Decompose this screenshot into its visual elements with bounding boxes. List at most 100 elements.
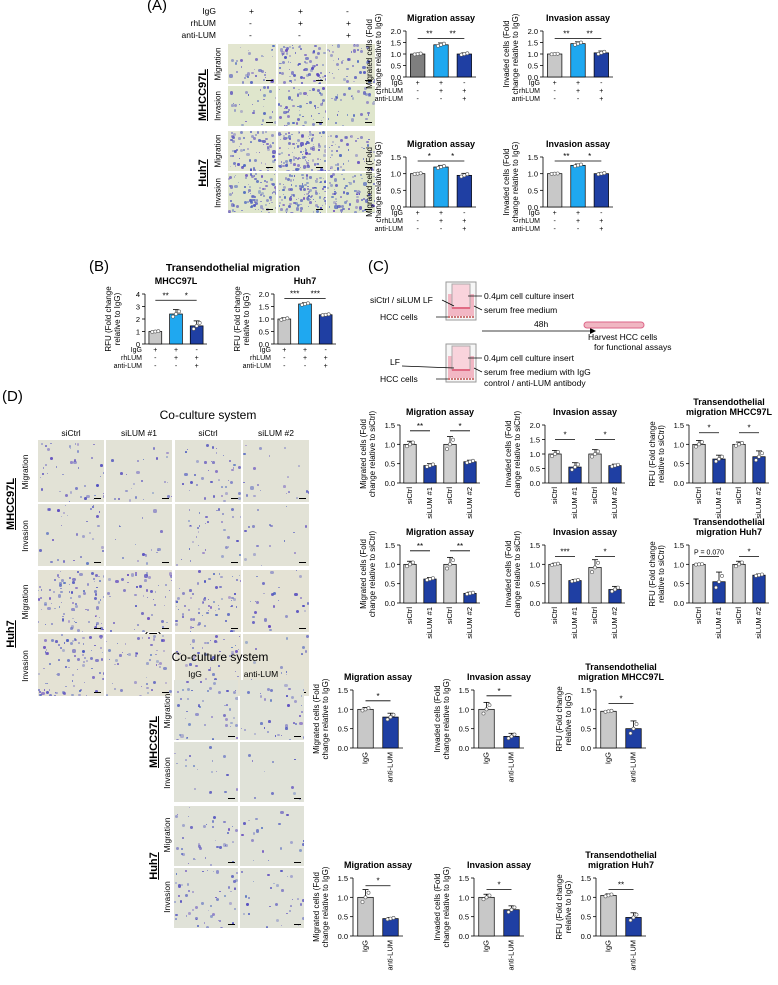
insert-top [451,283,471,309]
y-tick-label: 0.5 [530,465,540,474]
bar [410,173,426,208]
data-point [451,558,455,563]
bar [588,453,602,484]
col-header: siLUM #1 [121,428,157,438]
data-point [573,465,577,469]
data-point [418,171,423,176]
micrograph [228,131,276,171]
micrograph [278,173,326,213]
data-point [606,709,611,714]
y-tick-label: 1.5 [391,153,401,162]
data-point [391,712,396,717]
y-tick-label: 1.5 [581,686,591,695]
x-tick-label: siCtrl [405,607,414,624]
condition-sign: + [324,355,328,362]
significance-label: * [603,431,606,440]
significance-label: * [747,548,750,557]
data-point [603,709,608,714]
data-point [700,562,704,567]
micrograph [327,173,375,213]
data-point [740,441,744,445]
significance-label: * [603,548,606,557]
significance-label: * [451,152,454,161]
data-point [150,329,155,334]
bar [403,443,417,484]
x-tick-label: IgG [482,940,491,952]
data-point [550,563,554,567]
y-tick-label: 1 [136,328,140,337]
data-point [405,564,409,569]
data-point [300,302,304,307]
significance-label: ** [426,29,432,38]
subrow-label: Invasion [20,520,30,552]
chart-title: migration MHCC97L [578,672,665,682]
significance-label: * [185,291,188,300]
significance-label: * [707,424,710,433]
data-point [487,703,492,708]
schematic-label: Harvest HCC cells [588,332,657,342]
panel-label-c: (C) [368,258,389,275]
data-point [590,570,594,574]
condition-sign: + [439,210,443,217]
y-axis-label: RFU (Fold change [555,874,564,940]
x-tick-label: siCtrl [694,487,703,504]
data-point [442,41,446,46]
col-header: siCtrl [198,428,218,438]
condition-sign: - [175,363,178,370]
data-point [556,561,560,566]
y-tick-label: 1.0 [338,705,348,714]
subrow-label: Invasion [213,91,223,121]
y-tick-label: 0.0 [530,599,540,608]
y-tick-label: 3 [136,303,140,312]
condition-sign: + [174,355,178,362]
micrograph [106,634,172,696]
schematic-label: serum free medium [484,305,557,315]
sign: + [298,6,303,16]
y-tick-label: 1.0 [338,893,348,902]
data-point [153,329,158,334]
y-tick-label: 1.5 [530,436,540,445]
micrograph [38,440,104,502]
data-point [760,451,764,456]
y-axis-label: Migrated cells (Fold [365,147,374,217]
data-point [757,454,761,459]
y-tick-label: 0.5 [338,725,348,734]
y-axis-label: Invaded cells (Fold [504,420,513,487]
condition-label: rhLUM [382,88,403,95]
condition-label: rhLUM [519,218,540,225]
y-tick-label: 1.0 [581,705,591,714]
data-point [509,907,514,912]
micrograph [228,44,276,84]
data-point [415,52,420,56]
y-tick-label: 0.0 [338,744,348,753]
condition-sign: + [462,96,466,103]
significance-label: * [619,695,622,704]
micrograph [106,504,172,566]
condition-label: rhLUM [382,218,403,225]
x-tick-label: siLUM #1 [425,487,434,519]
y-tick-label: 0.0 [581,932,591,941]
subrow-label: Invasion [20,650,30,682]
data-point [717,579,721,584]
data-point [717,457,721,461]
y-tick-label: 2 [136,315,140,324]
micrograph [106,570,172,632]
condition-sign: - [440,226,443,233]
subrow-label: Invasion [162,757,172,789]
chart-a2: Invasion assay Invaded cells (Fold change … [502,13,613,103]
data-point [609,708,614,713]
bar [357,896,374,937]
significance-label: ** [163,291,169,300]
data-point [737,562,741,567]
y-tick-label: 1.5 [674,541,684,550]
data-point [451,437,455,442]
data-point [418,51,423,56]
y-tick-label: 2.0 [530,421,540,430]
data-point [366,890,371,895]
data-point [282,317,287,321]
micrograph [243,440,309,502]
sign: + [249,6,254,16]
data-point [631,915,636,920]
